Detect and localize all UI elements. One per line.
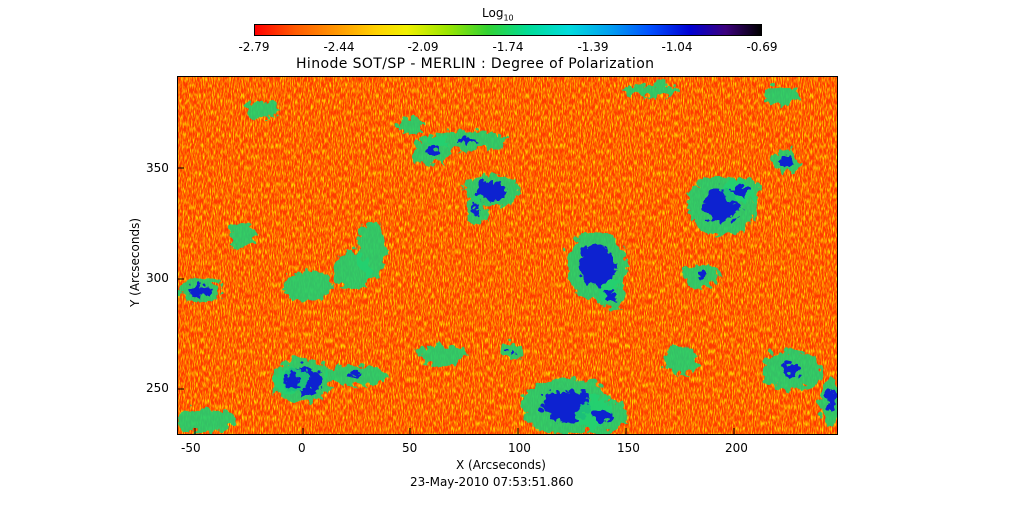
patch-contour <box>396 114 420 130</box>
y-axis-title: Y (Arcseconds) <box>128 217 142 307</box>
patch-core <box>453 134 473 140</box>
patch-contour <box>618 81 678 93</box>
patch-core <box>823 387 833 407</box>
patch-core <box>730 182 746 192</box>
colorbar-title-sub: 10 <box>503 13 514 23</box>
patch-contour <box>278 267 328 297</box>
colorbar <box>254 24 762 36</box>
y-tick-label: 250 <box>146 381 169 395</box>
patch-contour <box>760 82 796 102</box>
y-tick-label: 300 <box>146 271 169 285</box>
patch-contour <box>354 217 382 277</box>
patch-core <box>505 345 511 349</box>
colorbar-tick: -1.74 <box>492 40 524 54</box>
colorbar-tick: -1.39 <box>577 40 609 54</box>
polarization-map-image <box>173 77 840 434</box>
colorbar-tick: -0.69 <box>746 40 778 54</box>
x-axis-title: X (Arcseconds) <box>456 458 546 472</box>
y-tick-label: 350 <box>146 161 169 175</box>
patch-core <box>345 369 361 375</box>
patch-contour <box>660 343 696 371</box>
x-tick-label: 0 <box>298 441 306 455</box>
x-tick-label: 50 <box>402 441 418 455</box>
patch-core <box>472 178 504 196</box>
patch-core <box>422 142 434 152</box>
patch-core <box>470 203 476 211</box>
patch-contour <box>413 342 463 362</box>
x-tick-label: -50 <box>181 441 201 455</box>
patch-contour <box>173 405 233 429</box>
colorbar-tick: -2.44 <box>323 40 355 54</box>
patch-core <box>575 241 611 283</box>
x-tick-label: 100 <box>508 441 531 455</box>
patch-core <box>279 370 297 384</box>
patch-core <box>778 360 798 374</box>
polarization-map <box>173 76 840 435</box>
colorbar-title-main: Log <box>482 6 504 20</box>
timestamp: 23-May-2010 07:53:51.860 <box>410 475 574 489</box>
colorbar-tick: -2.09 <box>407 40 439 54</box>
colorbar-title: Log10 <box>482 6 514 22</box>
x-tick-label: 200 <box>725 441 748 455</box>
patch-contour <box>224 220 252 244</box>
patch-contour <box>242 99 274 115</box>
patch-core <box>693 269 703 275</box>
patch-core <box>776 151 790 163</box>
x-tick-label: 150 <box>617 441 640 455</box>
y-axis-ticks <box>177 167 184 390</box>
patch-core <box>185 281 207 293</box>
x-axis-ticks <box>194 428 735 435</box>
colorbar-tick: -2.79 <box>238 40 270 54</box>
colorbar-tick: -1.04 <box>661 40 693 54</box>
plot-title: Hinode SOT/SP - MERLIN : Degree of Polar… <box>296 56 655 72</box>
patch-core <box>602 286 614 298</box>
patch-core <box>588 404 608 420</box>
